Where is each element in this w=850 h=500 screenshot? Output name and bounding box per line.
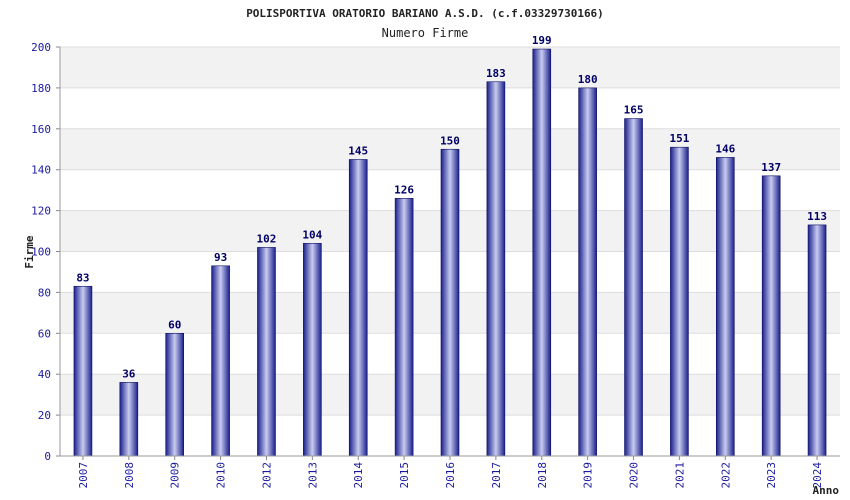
y-tick-label: 0 — [44, 450, 51, 463]
bar-2024 — [807, 224, 827, 457]
bar-2023 — [761, 175, 781, 457]
bar-2009 — [165, 332, 185, 457]
bar-2012 — [257, 247, 276, 457]
data-label-2008: 36 — [122, 367, 136, 380]
bar-2022 — [715, 157, 735, 457]
y-tick-label: 100 — [31, 246, 51, 259]
bars — [73, 48, 827, 457]
y-tick-label: 180 — [31, 82, 51, 95]
y-tick-label: 200 — [31, 41, 51, 54]
x-tick-label-2020: 2020 — [628, 462, 641, 489]
x-tick-label-2024: 2024 — [811, 462, 824, 489]
bar-2014 — [348, 159, 368, 457]
x-axis-label: Anno — [813, 484, 840, 497]
x-tick-label-2015: 2015 — [398, 462, 411, 489]
bar-2018 — [532, 48, 552, 457]
data-label-2010: 93 — [214, 251, 227, 264]
bar-2007 — [73, 285, 93, 457]
data-label-2012: 102 — [257, 232, 277, 245]
data-labels: 83 36 60 93 102 104 145 126 150 183 199 180 165 151 14… — [76, 34, 827, 380]
data-label-2020: 165 — [624, 104, 644, 117]
bar-2013 — [303, 243, 322, 457]
data-label-2009: 60 — [168, 318, 181, 331]
x-tick-label-2019: 2019 — [582, 462, 595, 489]
x-tick-label-2021: 2021 — [673, 462, 686, 489]
y-tick-label: 60 — [38, 327, 51, 340]
x-tick-label-2014: 2014 — [352, 462, 365, 489]
y-tick-labels: 0 20 40 60 80 100 120 140 160 180 200 — [31, 41, 51, 463]
data-label-2016: 150 — [440, 134, 460, 147]
y-tick-label: 40 — [38, 368, 51, 381]
bar-2021 — [670, 146, 689, 457]
y-axis-label: Firme — [23, 235, 36, 268]
x-tick-label-2016: 2016 — [444, 462, 457, 489]
bar-2020 — [624, 118, 643, 457]
data-label-2017: 183 — [486, 67, 506, 80]
x-tick-label-2012: 2012 — [260, 462, 273, 489]
data-label-2021: 151 — [669, 132, 689, 145]
bar-2019 — [578, 87, 597, 457]
bar-2008 — [119, 382, 139, 457]
y-tick-label: 160 — [31, 123, 51, 136]
chart-subtitle: Numero Firme — [382, 26, 469, 40]
data-label-2014: 145 — [348, 144, 368, 157]
x-tick-label-2010: 2010 — [215, 462, 228, 489]
x-tick-label-2009: 2009 — [169, 462, 182, 489]
x-tick-label-2008: 2008 — [123, 462, 136, 489]
chart-title: POLISPORTIVA ORATORIO BARIANO A.S.D. (c.… — [246, 7, 604, 20]
bar-2016 — [440, 148, 460, 457]
x-tick-label-2022: 2022 — [719, 462, 732, 489]
data-label-2018: 199 — [532, 34, 552, 47]
x-tick-label-2017: 2017 — [490, 462, 503, 489]
x-tick-label-2018: 2018 — [536, 462, 549, 489]
data-label-2007: 83 — [76, 271, 89, 284]
x-tick-label-2013: 2013 — [306, 462, 319, 489]
y-tick-label: 80 — [38, 286, 51, 299]
y-tick-label: 140 — [31, 164, 51, 177]
bar-2017 — [486, 81, 506, 457]
x-tick-label-2023: 2023 — [765, 462, 778, 489]
y-tick-label: 120 — [31, 205, 51, 218]
grid-band — [60, 47, 840, 88]
data-label-2022: 146 — [715, 142, 735, 155]
x-tick-labels: 2007 2008 2009 2010 2012 2013 2014 2015 2016 2017… — [77, 456, 824, 489]
x-tick-label-2007: 2007 — [77, 462, 90, 489]
data-label-2019: 180 — [578, 73, 598, 86]
data-label-2013: 104 — [302, 228, 322, 241]
data-label-2015: 126 — [394, 183, 414, 196]
bar-2015 — [394, 198, 414, 457]
data-label-2023: 137 — [761, 161, 781, 174]
data-label-2024: 113 — [807, 210, 827, 223]
y-tick-label: 20 — [38, 409, 51, 422]
bar-2010 — [211, 265, 230, 457]
